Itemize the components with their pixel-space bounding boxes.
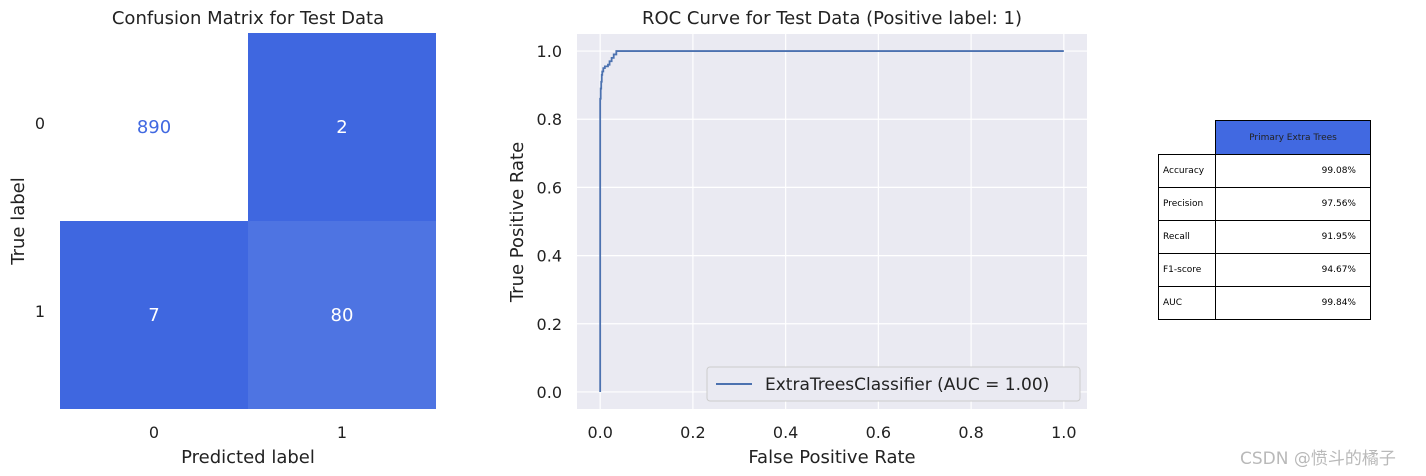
- roc-y-tick-label: 0.4: [537, 247, 562, 266]
- cm-cells: 890 2 7 80: [60, 33, 436, 409]
- watermark-text: CSDN @愤斗的橘子: [1240, 449, 1396, 469]
- row-value: 91.95%: [1215, 220, 1371, 254]
- cm-cell-1-1: [248, 221, 436, 409]
- table-column-header: Primary Extra Trees: [1215, 120, 1371, 155]
- cm-cell-0-1: [248, 33, 436, 221]
- row-value: 99.08%: [1215, 154, 1371, 188]
- roc-y-tick-label: 0.2: [537, 315, 562, 334]
- row-label: AUC: [1158, 286, 1216, 320]
- table-header-row: Primary Extra Trees: [1159, 120, 1371, 155]
- legend-box: [706, 366, 1081, 402]
- roc-y-tick-label: 0.6: [537, 178, 562, 197]
- roc-y-ticks: 0.0 0.2 0.4 0.6 0.8 1.0: [537, 42, 562, 402]
- cm-ylabel: True label: [8, 177, 29, 266]
- row-value: 97.56%: [1215, 187, 1371, 221]
- row-label: Accuracy: [1158, 154, 1216, 188]
- cm-y-ticks: 01: [35, 114, 45, 321]
- cm-cell-value: 2: [336, 117, 347, 138]
- table-row: Recall 91.95%: [1158, 220, 1371, 254]
- cm-y-tick-label: 1: [35, 302, 45, 321]
- table-row: F1-score 94.67%: [1158, 253, 1371, 287]
- roc-plot-area: [577, 34, 1087, 409]
- row-value: 94.67%: [1215, 253, 1371, 287]
- cm-cell-1-0: [60, 221, 248, 409]
- roc-x-ticks: 0.0 0.2 0.4 0.6 0.8 1.0: [587, 423, 1076, 442]
- cm-x-tick-label: 0: [149, 423, 159, 442]
- roc-y-tick-label: 0.8: [537, 110, 562, 129]
- roc-x-tick-label: 0.6: [866, 423, 891, 442]
- roc-series: [599, 50, 1064, 392]
- legend-label: ExtraTreesClassifier (AUC = 1.00): [765, 375, 1049, 395]
- row-value: 99.84%: [1215, 286, 1371, 320]
- metrics-table: Primary Extra Trees Accuracy 99.08% Prec…: [1158, 120, 1371, 320]
- cm-x-tick-label: 1: [337, 423, 347, 442]
- table-row: Precision 97.56%: [1158, 187, 1371, 221]
- row-label: Recall: [1158, 220, 1216, 254]
- cm-xlabel: Predicted label: [181, 447, 315, 468]
- row-label: F1-score: [1158, 253, 1216, 287]
- roc-title: ROC Curve for Test Data (Positive label:…: [642, 8, 1022, 29]
- cm-cell-value: 890: [137, 117, 171, 138]
- cm-title: Confusion Matrix for Test Data: [112, 8, 384, 29]
- roc-xlabel: False Positive Rate: [748, 447, 915, 468]
- cm-y-tick-label: 0: [35, 114, 45, 133]
- table-row: Accuracy 99.08%: [1158, 154, 1371, 188]
- row-label: Precision: [1158, 187, 1216, 221]
- roc-y-tick-label: 0.0: [537, 383, 562, 402]
- cm-cell-value: 80: [331, 305, 354, 326]
- roc-ylabel: True Positive Rate: [507, 142, 528, 303]
- roc-x-tick-label: 0.8: [958, 423, 983, 442]
- table-corner: [1159, 121, 1216, 155]
- roc-x-tick-label: 1.0: [1051, 423, 1076, 442]
- roc-x-tick-label: 0.4: [773, 423, 798, 442]
- table-row: AUC 99.84%: [1158, 286, 1371, 320]
- roc-series-line: [599, 50, 1064, 392]
- cm-cell-value: 7: [148, 305, 159, 326]
- roc-x-tick-label: 0.0: [587, 423, 612, 442]
- confusion-matrix-chart: Confusion Matrix for Test Data 890 2 7 80 0…: [8, 8, 436, 468]
- roc-x-tick-label: 0.2: [680, 423, 705, 442]
- roc-legend: ExtraTreesClassifier (AUC = 1.00): [706, 366, 1081, 402]
- roc-curve-chart: ROC Curve for Test Data (Positive label:…: [507, 8, 1087, 468]
- roc-y-tick-label: 1.0: [537, 42, 562, 61]
- cm-cell-0-0: [60, 33, 248, 221]
